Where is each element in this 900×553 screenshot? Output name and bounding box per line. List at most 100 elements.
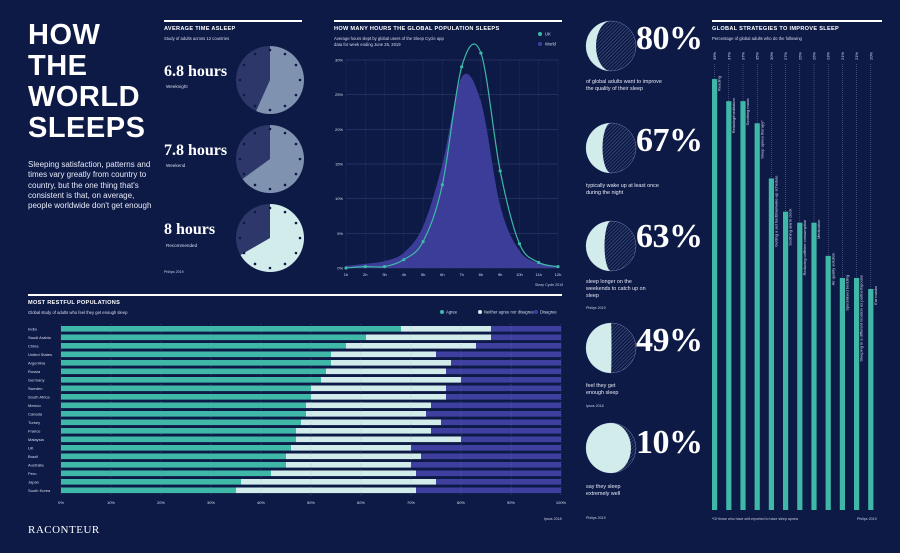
clock-tick: [253, 131, 257, 135]
hours-value: 7.8 hours: [164, 142, 228, 159]
stack-segment: [421, 453, 561, 460]
stack-segment: [306, 411, 426, 417]
stack-segment: [326, 368, 446, 375]
clock-tick: [283, 210, 287, 214]
strategy-bar: [825, 255, 831, 510]
legend-label: World: [545, 42, 557, 47]
strategy-bar: [811, 222, 817, 510]
uk-point: [479, 51, 483, 55]
clock-fill: [242, 125, 304, 194]
country-label: United States: [28, 352, 52, 357]
clock-tick: [238, 236, 242, 240]
country-label: Canada: [28, 412, 43, 417]
stat-value: 63%: [636, 218, 703, 255]
x-tick-label: 3h: [382, 272, 386, 277]
strategy-bar: [726, 101, 732, 511]
category-label: Specialised bedding: [845, 275, 850, 311]
x-tick-label: 0%: [58, 500, 64, 505]
clock-tick: [294, 251, 298, 255]
y-tick-label: 10%: [335, 196, 343, 201]
stack-segment: [61, 402, 306, 409]
avg-time-source: Philips 2019: [164, 270, 184, 274]
category-label: Sleep apnea therapy*: [759, 120, 764, 159]
category-label: Getting a set bedtime/wake-up schedule: [774, 175, 779, 247]
country-label: Saudi Arabia: [28, 335, 51, 340]
clock-tick: [294, 172, 298, 176]
clock-tick: [253, 104, 257, 108]
country-label: Germany: [28, 378, 44, 383]
line-chart: 0% 5% 10% 15% 20% 25% 30% 1h 2h 3h 4h 5h 6h 7h 8h 9h 10h…: [335, 32, 561, 278]
uk-point: [440, 183, 444, 187]
clock-icons: [236, 46, 304, 272]
legend-label: Neither agree nor disagree: [484, 310, 534, 315]
avg-time-title: Average time asleep: [164, 26, 236, 32]
stat-value: 67%: [636, 122, 703, 159]
uk-point: [344, 266, 348, 270]
stack-segment: [426, 411, 561, 417]
strategy-bar: [783, 211, 789, 510]
stat-label: sleep longer on the weekends to catch up…: [586, 279, 646, 299]
uk-point: [382, 265, 387, 269]
country-label: Russia: [28, 369, 41, 374]
strategy-bar: [712, 79, 718, 511]
restful-subtitle: Global study of adults who feel they get…: [28, 310, 128, 315]
country-label: Australia: [28, 463, 44, 468]
stack-segment: [61, 453, 286, 460]
restful-source: Ipsos 2018: [544, 517, 562, 521]
category-label: Soothing alarm clock: [788, 209, 793, 246]
clock-tick: [298, 78, 302, 82]
stack-segment: [451, 360, 561, 366]
stack-segment: [61, 385, 311, 392]
uk-point: [556, 265, 560, 269]
stat-value: 80%: [636, 20, 703, 57]
hours-value: 8 hours: [164, 221, 216, 238]
x-tick-label: 1h: [344, 272, 348, 277]
stat-circle-fill: [586, 123, 611, 173]
hours-label: Weeknight: [166, 84, 188, 89]
stat-circles: [585, 20, 637, 474]
stack-segment: [61, 428, 296, 434]
stack-segment: [331, 360, 451, 366]
pop-sleep-subtitle: Average hours slept by global users of t…: [334, 36, 444, 41]
legend-swatch: [534, 310, 538, 314]
hours-label: Recommended: [166, 243, 198, 248]
stat-value: 49%: [636, 322, 703, 359]
x-tick-label: 2h: [363, 272, 367, 277]
bar-value-label: 20%: [868, 52, 873, 60]
strategies-title: Global strategies to improve sleep: [712, 26, 840, 32]
strategy-bar: [868, 289, 874, 510]
strategies-subtitle: Percentage of global adults who do the f…: [712, 36, 802, 41]
category-label: Reducing caffeine consumption: [802, 220, 807, 276]
x-tick-label: 80%: [457, 500, 465, 505]
section-rule: [164, 20, 302, 22]
stack-segment: [446, 385, 561, 392]
y-tick-label: 20%: [335, 127, 343, 132]
bar-value-label: 39%: [712, 52, 717, 60]
stack-segment: [321, 377, 461, 383]
uk-point: [537, 260, 541, 265]
category-label: Soothing music: [745, 98, 750, 125]
x-tick-label: 100%: [556, 500, 566, 505]
stack-segment: [61, 411, 306, 417]
category-label: Medication: [816, 220, 821, 239]
stack-segment: [61, 479, 241, 485]
clock-tick: [294, 142, 298, 146]
legend-label: Agree: [446, 310, 458, 315]
strategy-bar: [768, 178, 774, 510]
stack-segment: [61, 394, 311, 400]
x-tick-label: 8h: [479, 272, 483, 277]
y-tick-label: 0%: [337, 266, 343, 271]
clock-tick: [242, 221, 246, 225]
stack-segment: [61, 334, 366, 341]
stack-segment: [401, 326, 491, 332]
pop-sleep-subtitle-2: data for week ending June 25, 2019: [334, 42, 401, 47]
stack-segment: [446, 394, 561, 400]
stack-segment: [331, 351, 436, 358]
bar-value-label: 30%: [769, 52, 774, 60]
country-label: Sweden: [28, 386, 42, 391]
y-tick-label: 15%: [335, 162, 343, 167]
bar-value-label: 26%: [797, 52, 802, 60]
stack-segment: [476, 343, 561, 349]
strategy-bar: [754, 123, 760, 510]
clock-tick: [283, 52, 287, 56]
